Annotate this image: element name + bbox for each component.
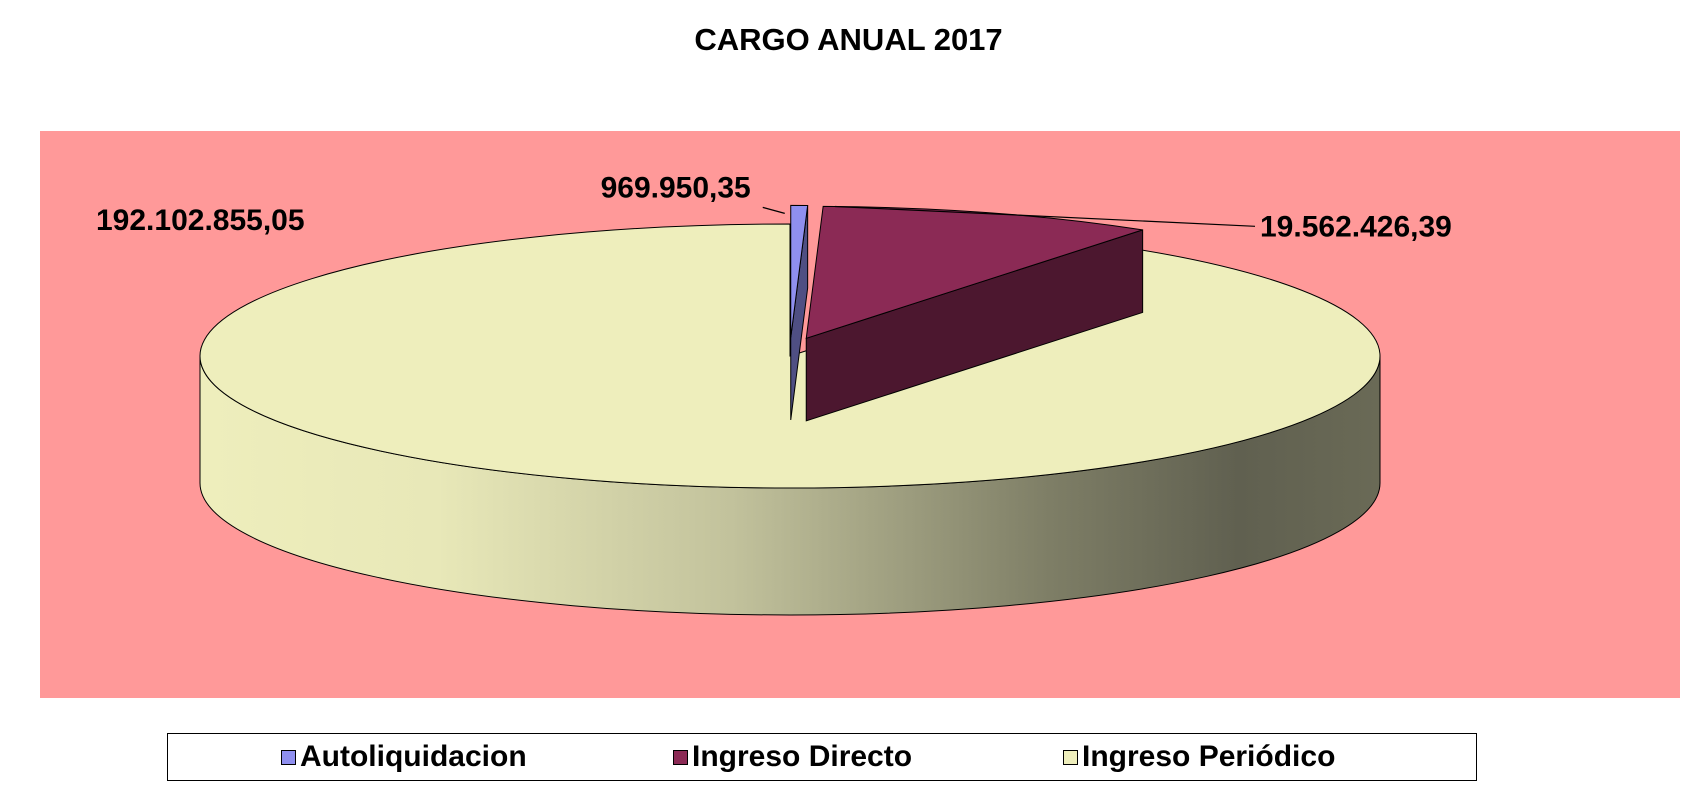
plot-area: 969.950,35 19.562.426,39 192.102.855,05: [40, 131, 1680, 698]
legend-swatch: [1063, 749, 1078, 765]
legend-label: Ingreso Directo: [692, 740, 913, 773]
legend-label: Autoliquidacion: [300, 740, 527, 773]
legend-item-ingreso-periodico: Ingreso Periódico: [1063, 734, 1335, 780]
leader-line-autoliquidacion: [762, 206, 785, 214]
legend-swatch: [673, 749, 688, 765]
pie-slices: [199, 204, 1381, 616]
pie-slice-ingreso-periodico: [199, 223, 1381, 616]
legend: Autoliquidacion Ingreso Directo Ingreso Pe…: [167, 733, 1477, 781]
pie-slice-autoliquidacion: [790, 204, 809, 421]
pie-top-autoliquidacion: [790, 204, 809, 338]
chart-title: CARGO ANUAL 2017: [694, 22, 1003, 57]
legend-swatch: [281, 749, 296, 765]
pie-top-ingreso-periodico: [199, 223, 1381, 489]
data-label-ingreso-directo: 19.562.426,39: [1260, 210, 1452, 243]
legend-label: Ingreso Periódico: [1082, 740, 1336, 773]
data-label-autoliquidacion: 969.950,35: [601, 171, 751, 204]
legend-item-ingreso-directo: Ingreso Directo: [673, 734, 912, 780]
leader-lines: [762, 205, 1256, 227]
legend-item-autoliquidacion: Autoliquidacion: [281, 734, 527, 780]
leader-line-ingreso-directo: [834, 205, 1256, 227]
data-labels: 969.950,35 19.562.426,39 192.102.855,05: [96, 171, 1452, 243]
data-label-ingreso-periodico: 192.102.855,05: [96, 204, 305, 237]
